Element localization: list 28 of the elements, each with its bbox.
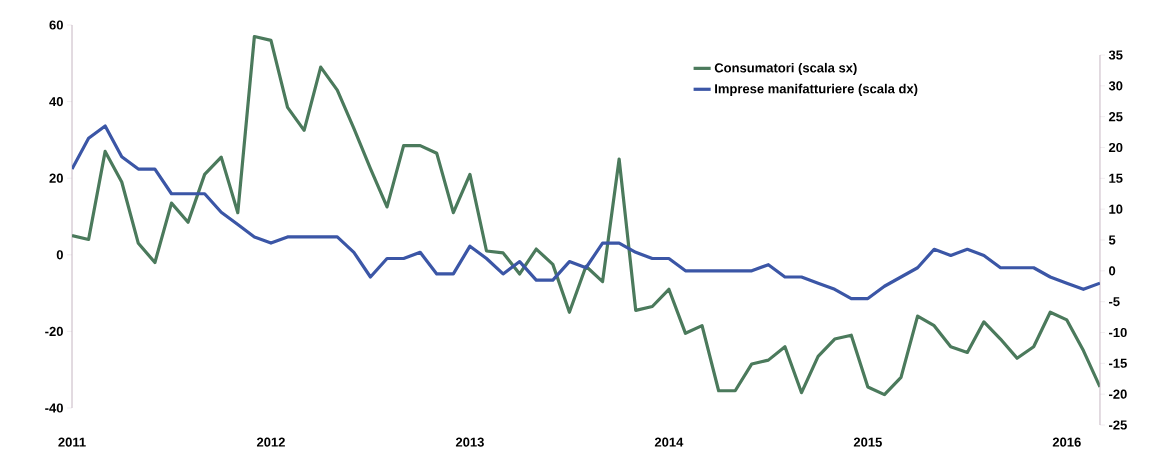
y2-tick-label: 30 (1108, 81, 1123, 91)
legend-label: Imprese manifatturiere (scala dx) (715, 83, 918, 96)
y2-tick-label: -25 (1109, 420, 1127, 430)
line-series (72, 34, 1100, 397)
y-tick-label: -40 (45, 403, 63, 413)
y2-tick-label: 10 (1109, 204, 1123, 214)
x-tick-label: 2012 (256, 437, 285, 447)
y-tick-label: 0 (56, 250, 63, 260)
x-tick-label: 2016 (1052, 437, 1081, 447)
legend-label: Consumatori (scala sx) (714, 62, 857, 76)
y2-tick-label: 20 (1108, 142, 1123, 153)
x-tick-label: 2015 (853, 437, 882, 447)
y2-tick-label: 0 (1109, 266, 1116, 276)
y2-tick-label: 5 (1108, 235, 1116, 245)
x-tick-label: 2014 (654, 437, 684, 447)
y-tick-label: 60 (49, 20, 63, 30)
y2-tick-label: -20 (1109, 389, 1127, 399)
y2-tick-label: 15 (1109, 173, 1123, 183)
x-tick-label: 2013 (455, 437, 484, 447)
y2-tick-label: 25 (1108, 112, 1123, 122)
x-tick-label: 2011 (58, 437, 86, 447)
y2-tick-label: 35 (1108, 50, 1123, 60)
y2-tick-label: -5 (1109, 297, 1120, 307)
y2-tick-label: -15 (1109, 358, 1127, 368)
y2-tick-label: -10 (1109, 327, 1127, 338)
y-tick-label: 20 (49, 173, 63, 183)
y-tick-label: 40 (49, 97, 63, 107)
y-tick-label: -20 (45, 326, 63, 336)
